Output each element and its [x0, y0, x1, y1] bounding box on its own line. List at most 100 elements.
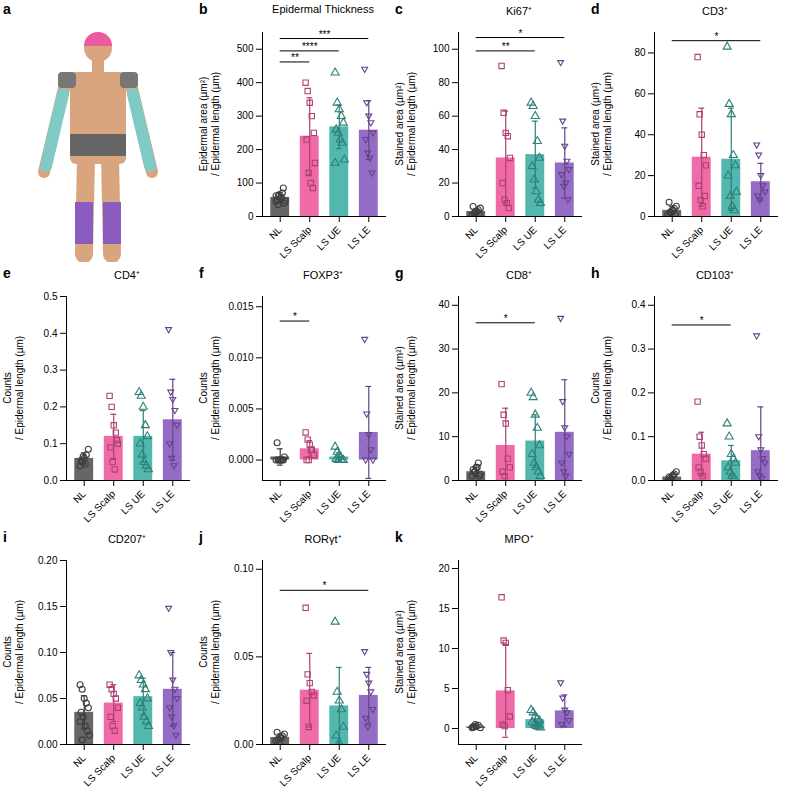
svg-text:40: 40 — [438, 144, 450, 155]
svg-text:200: 200 — [237, 144, 254, 155]
svg-text:LS LE: LS LE — [541, 752, 568, 779]
svg-text:0.10: 0.10 — [38, 647, 58, 658]
svg-text:10: 10 — [438, 643, 450, 654]
svg-text:****: **** — [302, 41, 318, 52]
svg-text:500: 500 — [237, 43, 254, 54]
svg-text:10: 10 — [438, 431, 450, 442]
svg-text:80: 80 — [634, 47, 646, 58]
svg-text:0: 0 — [248, 211, 254, 222]
svg-text:0.010: 0.010 — [228, 352, 253, 363]
svg-text:60: 60 — [438, 110, 450, 121]
svg-text:/ Epidermal length (µm): / Epidermal length (µm) — [406, 336, 417, 440]
svg-text:/ Epidermal length (µm): / Epidermal length (µm) — [14, 600, 25, 704]
svg-text:***: *** — [319, 29, 331, 40]
svg-text:20: 20 — [438, 387, 450, 398]
svg-text:NL: NL — [267, 488, 284, 505]
svg-text:0.000: 0.000 — [228, 454, 253, 465]
svg-text:0.1: 0.1 — [632, 431, 646, 442]
svg-text:0.3: 0.3 — [632, 343, 646, 354]
svg-text:LS Scalp: LS Scalp — [277, 224, 313, 260]
svg-text:/ Epidermal length (µm): / Epidermal length (µm) — [210, 600, 221, 704]
svg-text:NL: NL — [71, 488, 88, 505]
svg-text:0.10: 0.10 — [234, 563, 254, 574]
svg-text:*: * — [504, 313, 508, 324]
svg-text:0.0: 0.0 — [632, 475, 646, 486]
svg-text:LS UE: LS UE — [315, 752, 343, 780]
svg-text:/ Epidermal length (µm): / Epidermal length (µm) — [210, 336, 221, 440]
svg-text:Counts: Counts — [2, 636, 13, 668]
svg-text:LS UE: LS UE — [119, 752, 147, 780]
svg-text:0.2: 0.2 — [44, 401, 58, 412]
svg-text:Counts: Counts — [198, 636, 209, 668]
svg-text:/ Epidermal length (µm): / Epidermal length (µm) — [14, 336, 25, 440]
svg-text:0.00: 0.00 — [38, 739, 58, 750]
svg-text:0.015: 0.015 — [228, 301, 253, 312]
svg-text:*: * — [715, 31, 719, 42]
svg-text:LS UE: LS UE — [119, 488, 147, 516]
svg-text:NL: NL — [463, 752, 480, 769]
svg-text:40: 40 — [634, 129, 646, 140]
svg-text:NL: NL — [659, 488, 676, 505]
svg-text:LS UE: LS UE — [707, 224, 735, 252]
svg-text:*: * — [293, 311, 297, 322]
svg-text:/ Epidermal length (µm): / Epidermal length (µm) — [406, 600, 417, 704]
svg-text:5: 5 — [444, 683, 450, 694]
svg-text:0.05: 0.05 — [38, 693, 58, 704]
svg-text:0.4: 0.4 — [632, 299, 646, 310]
svg-text:LS LE: LS LE — [149, 488, 176, 515]
svg-text:LS Scalp: LS Scalp — [473, 752, 509, 788]
svg-text:0: 0 — [444, 723, 450, 734]
svg-text:*: * — [700, 315, 704, 326]
svg-text:LS UE: LS UE — [511, 752, 539, 780]
svg-text:0.05: 0.05 — [234, 651, 254, 662]
svg-text:LS LE: LS LE — [345, 752, 372, 779]
svg-text:LS LE: LS LE — [149, 752, 176, 779]
svg-text:*: * — [519, 28, 523, 39]
svg-text:LS LE: LS LE — [541, 488, 568, 515]
svg-text:Counts: Counts — [198, 372, 209, 404]
svg-text:NL: NL — [267, 752, 284, 769]
svg-text:0: 0 — [444, 475, 450, 486]
svg-text:NL: NL — [463, 224, 480, 241]
svg-text:0.00: 0.00 — [234, 739, 254, 750]
svg-text:LS UE: LS UE — [315, 488, 343, 516]
svg-text:0.0: 0.0 — [44, 475, 58, 486]
svg-text:20: 20 — [438, 177, 450, 188]
svg-text:LS LE: LS LE — [737, 224, 764, 251]
svg-text:NL: NL — [463, 488, 480, 505]
svg-text:0: 0 — [444, 211, 450, 222]
svg-text:LS LE: LS LE — [345, 488, 372, 515]
svg-text:LS UE: LS UE — [511, 488, 539, 516]
svg-text:Counts: Counts — [2, 372, 13, 404]
svg-text:80: 80 — [438, 77, 450, 88]
svg-text:0.20: 0.20 — [38, 555, 58, 566]
svg-text:Epidermal area (µm²): Epidermal area (µm²) — [198, 77, 209, 172]
svg-text:0.5: 0.5 — [44, 291, 58, 302]
svg-text:LS UE: LS UE — [315, 224, 343, 252]
svg-text:LS LE: LS LE — [541, 224, 568, 251]
svg-text:LS Scalp: LS Scalp — [473, 224, 509, 260]
svg-text:LS Scalp: LS Scalp — [669, 488, 705, 524]
svg-text:0: 0 — [640, 211, 646, 222]
svg-text:Stained area (µm²): Stained area (µm²) — [394, 346, 405, 430]
svg-text:Stained area (µm²): Stained area (µm²) — [394, 610, 405, 694]
svg-text:LS UE: LS UE — [707, 488, 735, 516]
svg-text:LS LE: LS LE — [737, 488, 764, 515]
svg-text:**: ** — [502, 41, 510, 52]
svg-text:LS Scalp: LS Scalp — [277, 488, 313, 524]
svg-text:20: 20 — [634, 170, 646, 181]
svg-text:/ Epidermal length (µm): / Epidermal length (µm) — [406, 72, 417, 176]
svg-text:*: * — [323, 580, 327, 591]
svg-text:LS Scalp: LS Scalp — [81, 752, 117, 788]
svg-text:LS UE: LS UE — [511, 224, 539, 252]
svg-text:100: 100 — [237, 177, 254, 188]
svg-text:0.3: 0.3 — [44, 364, 58, 375]
svg-text:20: 20 — [438, 563, 450, 574]
svg-text:Counts: Counts — [590, 372, 601, 404]
svg-text:NL: NL — [659, 224, 676, 241]
svg-text:Stained area (µm²): Stained area (µm²) — [394, 82, 405, 166]
svg-text:0.15: 0.15 — [38, 601, 58, 612]
svg-text:100: 100 — [433, 43, 450, 54]
svg-text:LS Scalp: LS Scalp — [669, 224, 705, 260]
svg-text:/ Epidermal length (µm): / Epidermal length (µm) — [210, 72, 221, 176]
